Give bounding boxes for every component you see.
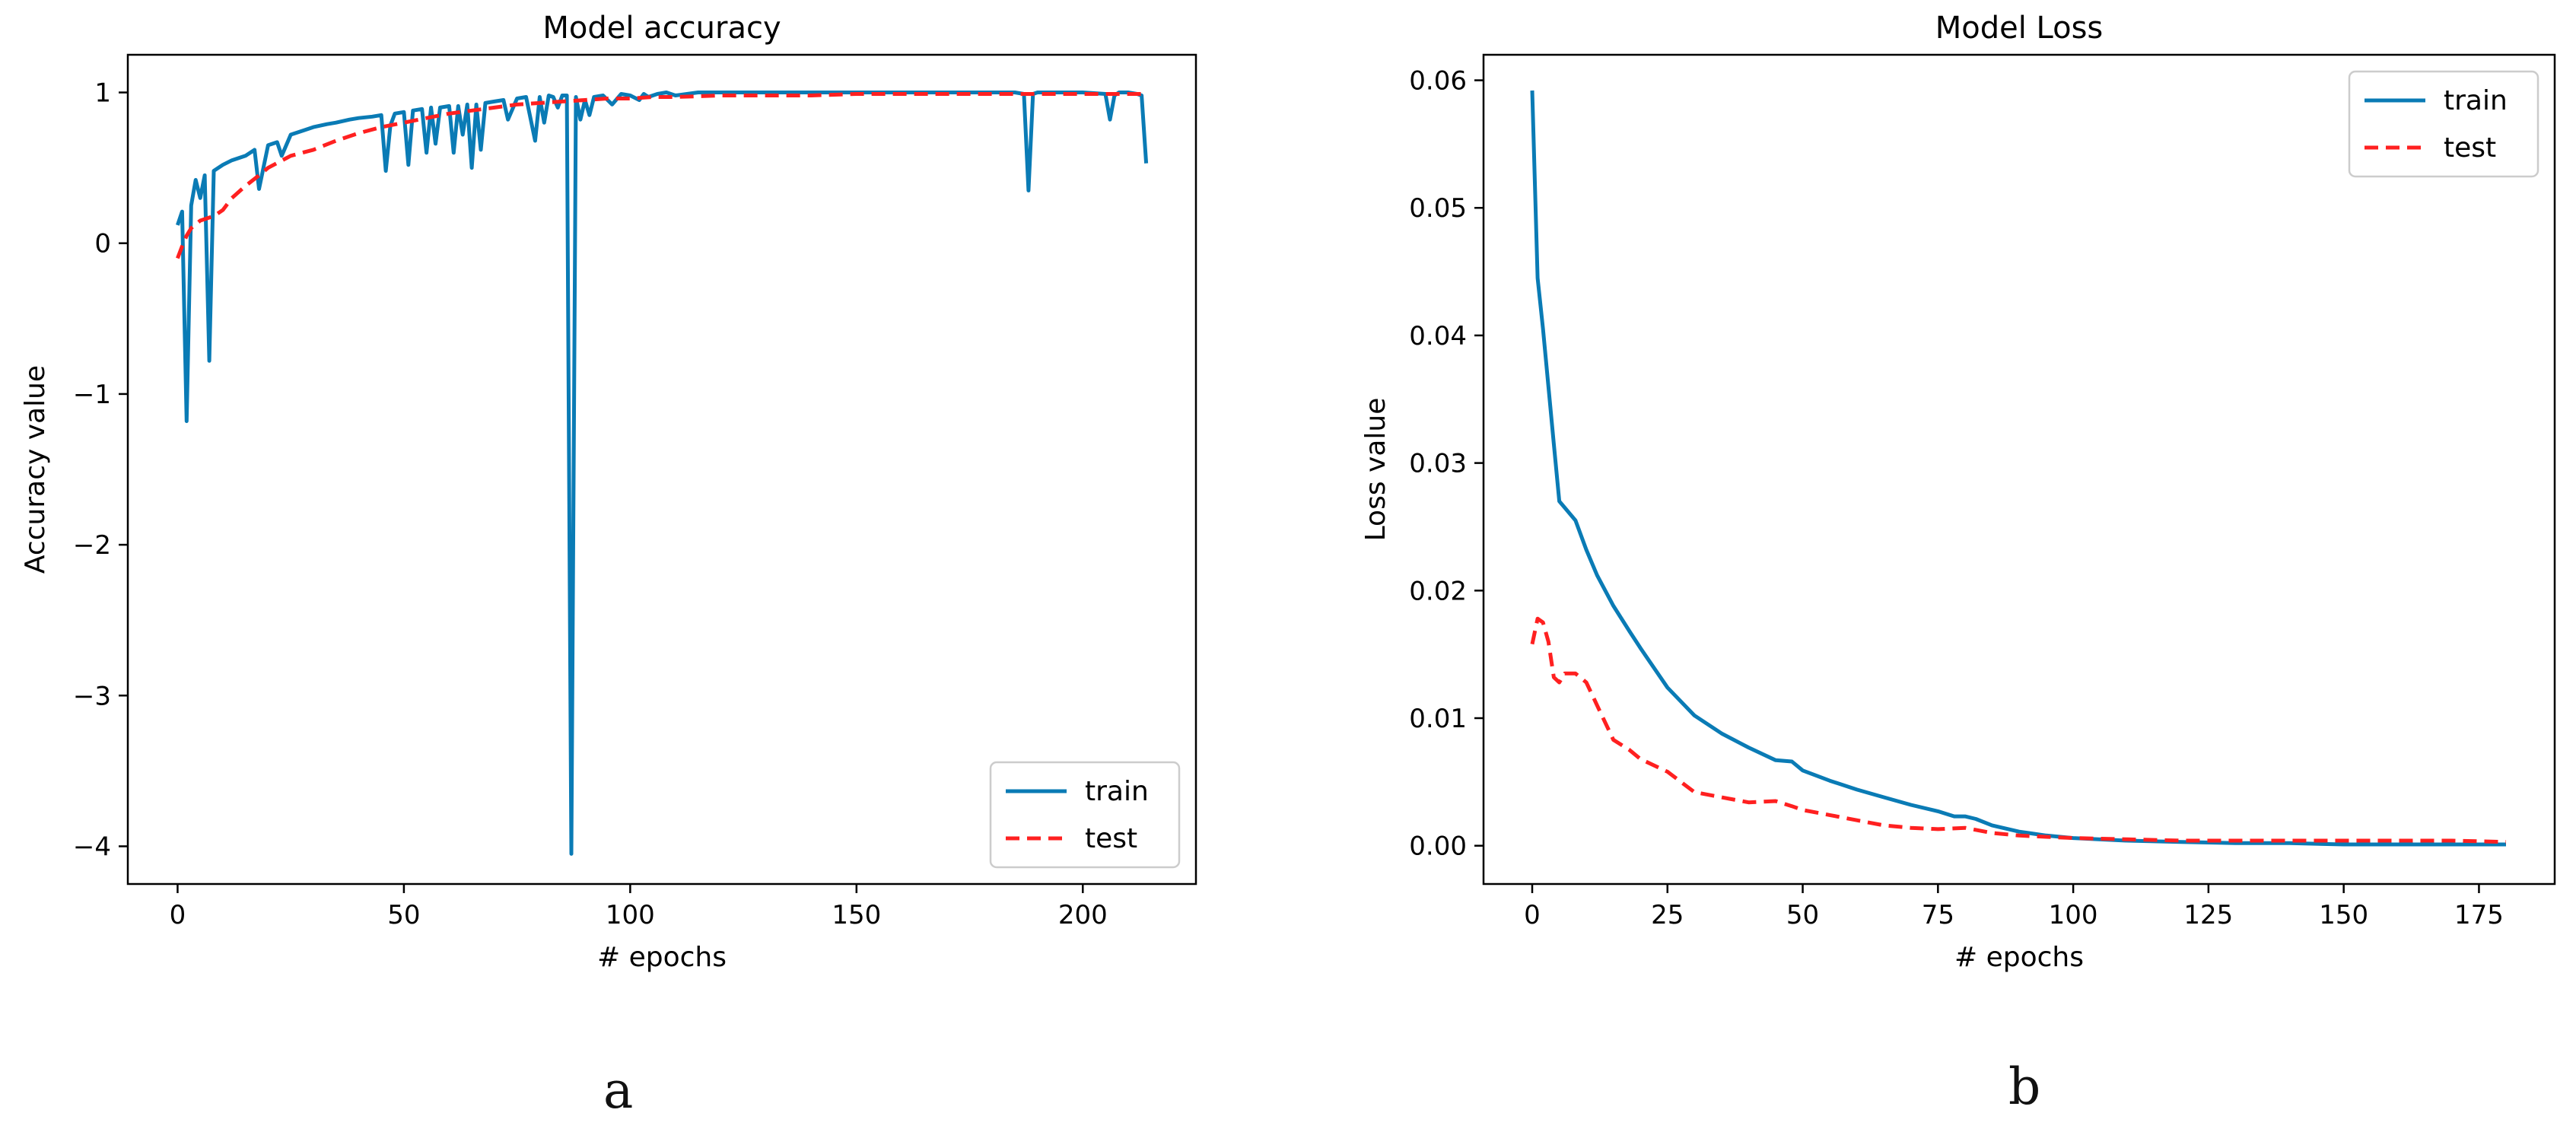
chart-accuracy: Model accuracy 0 50 100 150 200 −4 −3 −2 −1 0 1 # ep…	[20, 11, 1197, 973]
series-line-test	[176, 92, 1146, 259]
x-tick-label: 175	[2454, 900, 2504, 930]
legend-label-test: test	[1085, 823, 1137, 854]
x-tick-label: 125	[2183, 900, 2233, 930]
y-tick-label: 0.00	[1409, 832, 1467, 862]
x-tick-label: 100	[2049, 900, 2098, 930]
x-tick-label: 0	[1524, 900, 1541, 930]
x-tick-label: 0	[170, 900, 186, 930]
x-tick-label: 75	[1922, 900, 1954, 930]
legend: train test	[2348, 70, 2539, 178]
series-line-test	[1530, 616, 2507, 844]
y-tick-label: −2	[73, 530, 111, 561]
legend-box	[2348, 70, 2539, 178]
x-axis-label: # epochs	[1954, 942, 2084, 973]
legend: train test	[989, 761, 1181, 869]
x-tick-label: 25	[1651, 900, 1684, 930]
x-tick-label: 50	[387, 900, 420, 930]
y-tick-label: −1	[73, 380, 111, 410]
y-tick-label: 0.01	[1409, 704, 1467, 734]
y-tick-label: 1	[94, 78, 111, 109]
legend-label-train: train	[1085, 776, 1149, 807]
panel-label-a: a	[603, 1061, 634, 1120]
x-tick-label: 150	[2319, 900, 2368, 930]
y-tick-label: 0.06	[1409, 66, 1467, 97]
chart-loss: Model Loss 0 25 50 75 100 125 150 175 0.00 0.01 0.0…	[1360, 11, 2556, 973]
plot-frame	[1482, 53, 2556, 886]
x-tick-label: 50	[1786, 900, 1819, 930]
y-tick-label: 0.04	[1409, 321, 1467, 351]
legend-box	[989, 761, 1181, 869]
x-tick-label: 200	[1058, 900, 1108, 930]
y-tick-label: −4	[73, 832, 111, 862]
y-tick-label: 0.05	[1409, 193, 1467, 224]
legend-label-test: test	[2444, 132, 2496, 164]
plot-frame	[126, 53, 1197, 886]
panel-label-b: b	[2008, 1057, 2041, 1116]
x-tick-label: 100	[606, 900, 655, 930]
y-tick-label: 0	[94, 229, 111, 259]
chart-title: Model accuracy	[542, 11, 781, 46]
y-tick-label: 0.02	[1409, 576, 1467, 606]
legend-label-train: train	[2444, 85, 2508, 116]
y-axis-label: Loss value	[1360, 398, 1391, 542]
x-tick-label: 150	[832, 900, 881, 930]
y-tick-label: 0.03	[1409, 449, 1467, 479]
y-axis-label: Accuracy value	[20, 365, 51, 574]
chart-title: Model Loss	[1935, 11, 2104, 46]
y-tick-label: −3	[73, 681, 111, 711]
x-axis-label: # epochs	[597, 942, 727, 973]
